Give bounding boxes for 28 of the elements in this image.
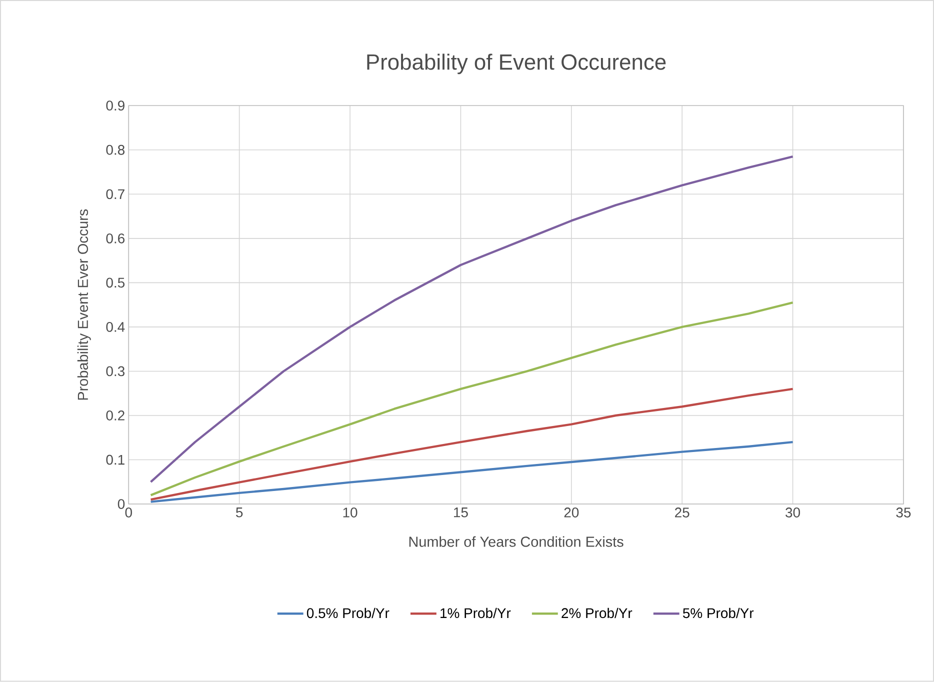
x-axis-title: Number of Years Condition Exists (409, 536, 624, 548)
y-tick-label: 0.9 (106, 100, 124, 111)
x-tick-label: 35 (896, 508, 911, 518)
legend-label: 5% Prob/Yr (682, 608, 754, 618)
y-tick-label: 0.3 (106, 366, 124, 376)
line-series (150, 302, 794, 496)
y-tick-label: 0 (118, 499, 125, 510)
x-tick-label: 25 (675, 508, 690, 518)
y-tick-label: 0.2 (106, 410, 124, 421)
x-tick-label: 0 (125, 508, 132, 518)
y-tick-label: 0.1 (106, 454, 124, 465)
x-tick-label: 15 (454, 508, 468, 518)
y-axis-title: Probability Event Ever Occurs (77, 209, 91, 400)
legend-label: 1% Prob/Yr (440, 608, 511, 618)
y-tick-label: 0.4 (106, 322, 125, 332)
x-tick-label: 10 (343, 508, 358, 518)
y-tick-label: 0.7 (106, 189, 124, 200)
y-tick-label: 0.8 (106, 145, 125, 155)
x-tick-label: 20 (564, 508, 579, 518)
line-series (150, 156, 794, 484)
line-series (150, 388, 794, 501)
x-tick-label: 5 (236, 508, 243, 518)
legend-label: 2% Prob/Yr (562, 608, 632, 618)
chart-title: Probability of Event Occurence (367, 54, 666, 74)
x-tick-label: 30 (786, 508, 800, 518)
y-tick-label: 0.5 (106, 278, 125, 288)
y-tick-label: 0.6 (106, 234, 124, 244)
legend-label: 0.5% Prob/Yr (306, 608, 390, 618)
